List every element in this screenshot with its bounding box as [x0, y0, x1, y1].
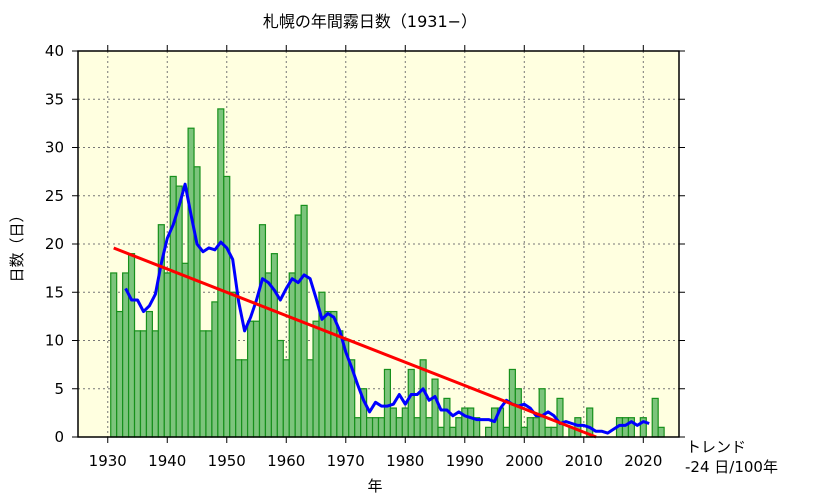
bar-1961	[288, 272, 296, 438]
bar-1954	[246, 320, 255, 438]
trend-label: トレンド	[686, 438, 746, 456]
bar-1989	[455, 417, 463, 438]
chart-title: 札幌の年間霧日数（1931−）	[263, 12, 477, 31]
bar-1955	[252, 320, 261, 438]
bar-1947	[205, 330, 213, 438]
bar-1949	[217, 108, 225, 438]
bar-1968	[330, 310, 338, 438]
x-tick-label: 1940	[148, 452, 186, 470]
bar-1945	[193, 166, 201, 438]
bar-1988	[449, 426, 457, 438]
bar-1940	[163, 272, 171, 438]
x-tick-label: 1950	[208, 452, 246, 470]
bar-1982	[413, 417, 421, 438]
bar-1952	[235, 359, 243, 438]
bar-2022	[651, 397, 659, 438]
x-tick-label: 1960	[267, 452, 305, 470]
lines	[113, 182, 650, 439]
x-tick-label: 2010	[565, 452, 603, 470]
bar-1999	[514, 388, 522, 438]
bar-1948	[211, 301, 219, 438]
bar-1985	[431, 378, 439, 438]
bar-1962	[294, 214, 302, 438]
bar-2002	[532, 417, 540, 438]
bar-1991	[467, 407, 475, 438]
y-tick-label: 25	[45, 187, 64, 205]
bar-1951	[229, 291, 237, 438]
ticks: 0 5 10 15 20 25 30 35 40 1930 1940 1950 1960 1970 1980…	[45, 42, 685, 470]
bar-1978	[389, 407, 397, 438]
bar-1942	[175, 185, 183, 438]
y-axis-label: 日数（日）	[8, 207, 26, 282]
bar-1936	[139, 330, 148, 438]
bar-1944	[187, 127, 195, 438]
bar-1984	[425, 417, 433, 438]
bar-1960	[282, 359, 290, 438]
bar-1987	[443, 397, 451, 438]
y-tick-label: 0	[54, 428, 64, 446]
bar-1950	[223, 175, 231, 438]
bar-2005	[550, 426, 558, 438]
bar-1935	[133, 330, 142, 438]
x-tick-label: 1930	[89, 452, 127, 470]
bar-1959	[276, 339, 284, 438]
bar-1943	[181, 262, 189, 438]
y-tick-label: 20	[45, 235, 64, 253]
bar-1980	[401, 407, 409, 438]
bar-1979	[395, 417, 403, 438]
bar-1986	[437, 426, 445, 438]
bar-1957	[264, 272, 272, 438]
bar-2000	[520, 426, 528, 438]
y-tick-label: 30	[45, 139, 64, 157]
y-tick-label: 5	[54, 380, 64, 398]
bar-1964	[306, 359, 314, 438]
bar-1934	[127, 253, 136, 438]
x-tick-label: 2020	[624, 452, 662, 470]
bar-1977	[383, 368, 392, 438]
bar-1931	[110, 272, 118, 438]
bar-2017	[621, 417, 630, 438]
trend-line	[113, 246, 597, 439]
y-tick-label: 35	[45, 90, 64, 108]
x-axis-label: 年	[367, 477, 382, 495]
bar-1938	[151, 330, 159, 438]
bar-1974	[365, 417, 374, 438]
x-tick-label: 1970	[327, 452, 365, 470]
bar-2023	[657, 426, 665, 438]
bar-1958	[270, 253, 278, 438]
trend-value: -24 日/100年	[685, 458, 778, 476]
bar-2006	[556, 397, 564, 438]
bar-2004	[544, 426, 552, 438]
bar-1969	[336, 330, 344, 438]
bar-1953	[241, 359, 249, 438]
x-tick-label: 2000	[505, 452, 543, 470]
bar-1965	[312, 320, 320, 438]
bar-1946	[199, 330, 207, 438]
bar-2009	[574, 417, 582, 438]
bar-1937	[145, 310, 153, 438]
bar-1972	[354, 417, 362, 438]
bar-1990	[461, 407, 469, 438]
bar-1975	[371, 417, 380, 438]
bar-1981	[407, 368, 415, 438]
x-tick-label: 1990	[446, 452, 484, 470]
bar-1932	[116, 310, 124, 438]
x-tick-label: 1980	[386, 452, 424, 470]
bar-1933	[122, 272, 130, 438]
bar-1997	[502, 426, 511, 438]
bar-1994	[485, 426, 493, 438]
y-tick-label: 10	[45, 332, 64, 350]
y-tick-label: 15	[45, 283, 64, 301]
bar-2001	[526, 417, 534, 438]
bar-1976	[377, 417, 386, 438]
bars	[110, 108, 665, 438]
y-tick-label: 40	[45, 42, 64, 60]
bar-1956	[258, 224, 267, 438]
